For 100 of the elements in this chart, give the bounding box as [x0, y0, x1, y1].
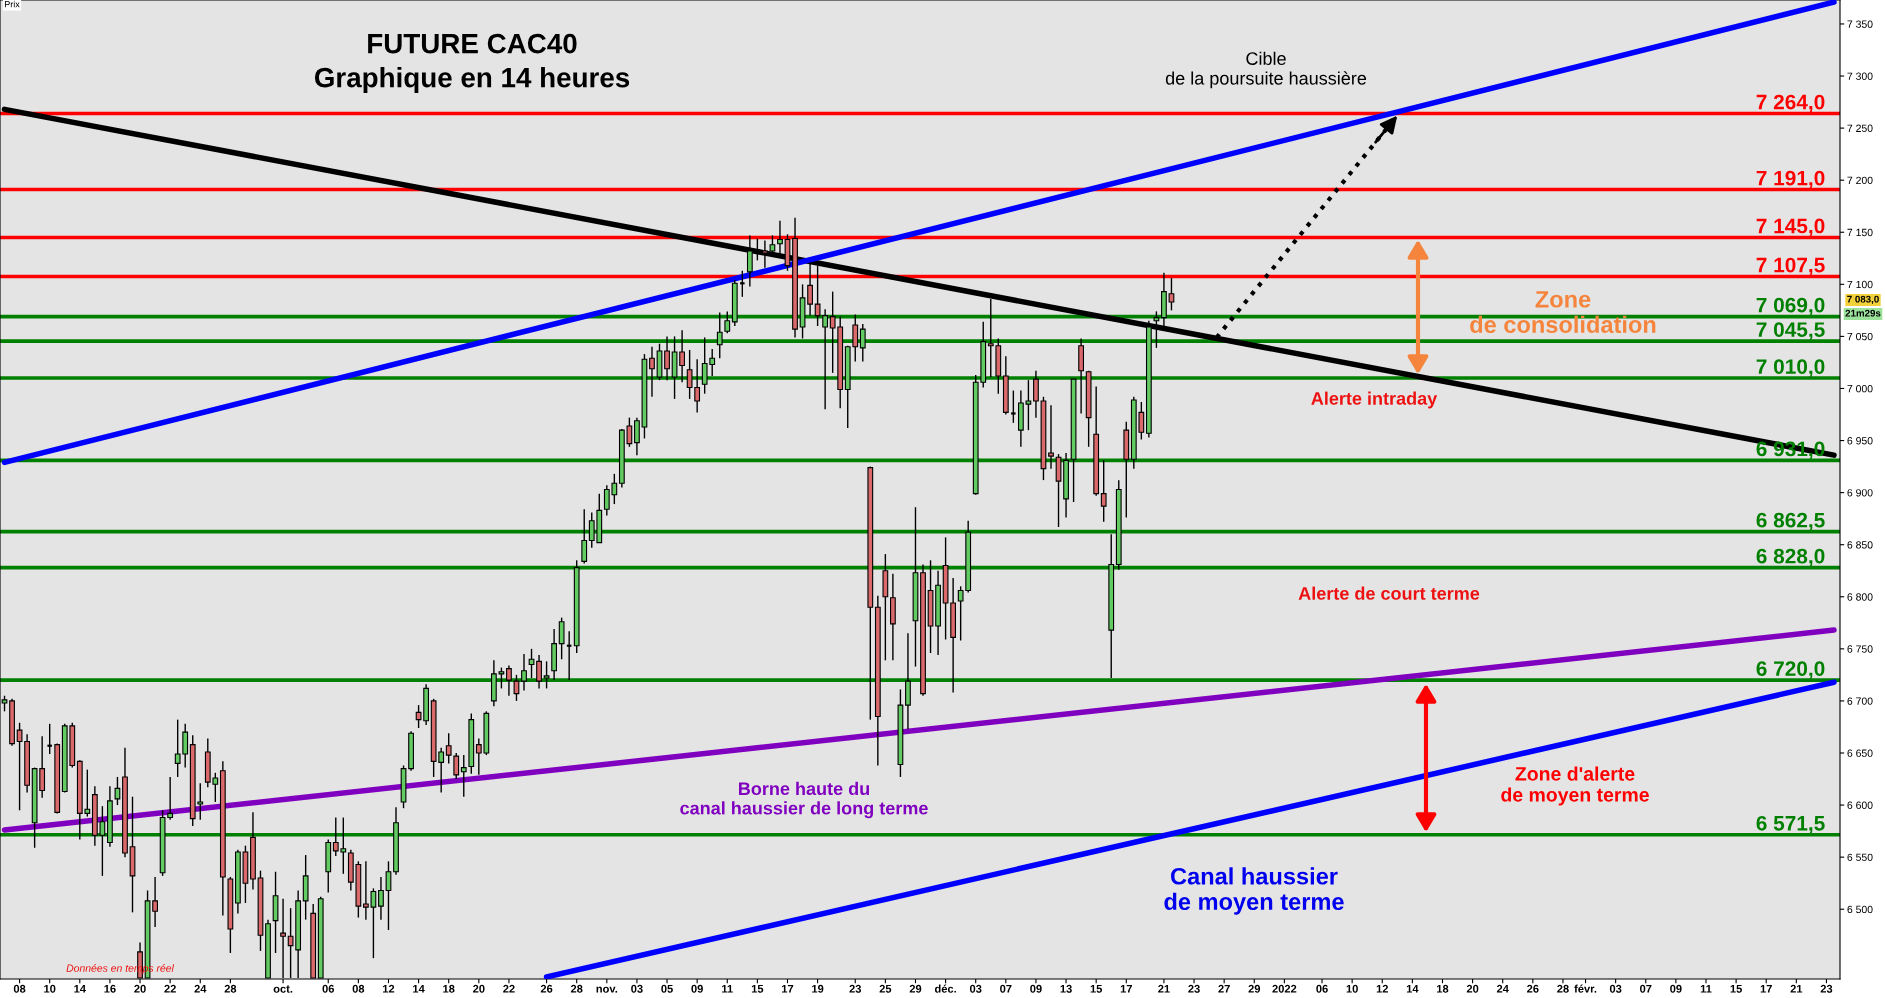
x-tick-label: 28	[224, 984, 237, 993]
candlestick	[114, 776, 121, 806]
y-tick-label: 7 350	[1847, 20, 1873, 28]
ref-line-label: 7 191,0	[1756, 170, 1825, 189]
candlestick	[581, 508, 588, 565]
annotation: Cible de la poursuite haussière	[1165, 51, 1367, 89]
x-tick-label: 09	[691, 984, 703, 993]
candlestick	[1153, 310, 1160, 349]
x-tick-label: 17	[1760, 984, 1772, 993]
candlestick	[460, 754, 467, 798]
candlestick	[724, 310, 731, 334]
ref-line-label: 6 862,5	[1756, 512, 1825, 531]
x-tick-label: 08	[13, 984, 26, 993]
y-tick-label: 6 900	[1847, 489, 1873, 497]
x-tick-label: 28	[570, 984, 583, 993]
x-tick-label: 18	[1437, 984, 1449, 993]
x-tick-label: 20	[134, 984, 146, 993]
candlestick	[716, 311, 723, 359]
text: Graphique en 14 heures	[314, 67, 630, 93]
x-tick-label: 10	[1346, 984, 1358, 993]
ref-line-label: 7 145,0	[1756, 218, 1825, 237]
candlestick	[664, 335, 670, 381]
x-tick-label: 06	[1316, 984, 1328, 993]
ref-line-label: 6 720,0	[1756, 661, 1825, 679]
x-tick-label: nov.	[596, 986, 618, 993]
y-tick-label: 6 600	[1847, 801, 1873, 809]
ref-line-label: 6 571,5	[1756, 815, 1825, 834]
y-tick-label: 6 950	[1847, 437, 1873, 445]
x-tick-label: 26	[1527, 984, 1539, 993]
x-tick-label: 27	[1218, 984, 1230, 993]
y-tick-label: 7 250	[1847, 124, 1873, 132]
x-tick-label: 29	[909, 984, 922, 993]
x-tick-label: 26	[540, 984, 553, 993]
ref-line-label: 7 010,0	[1756, 359, 1825, 377]
y-tick-label: 6 650	[1847, 749, 1873, 757]
annotation: Zone de consolidation	[1470, 291, 1656, 334]
x-tick-label: févr.	[1574, 984, 1597, 993]
ref-line-label: 7 107,5	[1756, 257, 1825, 276]
ref-line-label: 7 069,0	[1756, 297, 1825, 316]
ref-line-label: 7 264,0	[1756, 94, 1825, 113]
annotation: Alerte intraday	[1311, 391, 1438, 409]
y-tick-label: 6 500	[1847, 905, 1873, 914]
x-tick-label: 14	[1406, 984, 1419, 993]
x-tick-label: 03	[969, 984, 982, 993]
x-tick-label: 24	[1496, 984, 1509, 993]
candlestick	[1100, 459, 1107, 523]
x-tick-label: 15	[1730, 984, 1742, 993]
x-tick-label: 14	[413, 984, 425, 993]
x-tick-label: 23	[1188, 984, 1200, 993]
x-tick-label: 20	[473, 984, 485, 993]
x-tick-label: 08	[352, 984, 365, 993]
x-tick-label: 17	[782, 984, 794, 993]
x-tick-label: 09	[1670, 984, 1682, 993]
x-tick-label: 12	[1376, 984, 1388, 993]
x-tick-label: oct.	[273, 985, 293, 993]
x-tick-label: 16	[104, 984, 116, 993]
x-tick-label: 11	[722, 984, 733, 993]
candlestick	[543, 660, 550, 690]
candlestick	[1048, 404, 1054, 470]
x-tick-label: 06	[322, 984, 335, 993]
y-tick-label: 6 750	[1847, 645, 1873, 653]
x-tick-label: 22	[503, 984, 515, 993]
y-tick-label: 7 150	[1847, 228, 1873, 237]
candlestick	[521, 653, 527, 692]
x-tick-label: 15	[1090, 984, 1103, 993]
candlestick	[859, 323, 866, 363]
annotation: Alerte de court terme	[1298, 586, 1480, 600]
x-tick-label: 21	[1790, 984, 1803, 993]
y-tick-label: 6 700	[1847, 697, 1873, 705]
x-tick-label: 28	[1557, 984, 1569, 993]
x-tick-label: 25	[879, 984, 892, 993]
x-tick-label: 18	[443, 984, 455, 993]
y-tick-label: 7 000	[1847, 384, 1873, 393]
candlestick	[905, 632, 911, 730]
x-tick-label: 21	[1158, 984, 1170, 993]
candlestick	[649, 346, 655, 398]
y-tick-label: 6 800	[1847, 593, 1873, 601]
x-tick-label: 10	[44, 984, 56, 993]
text: 7 083,0	[1847, 295, 1879, 305]
y-tick-label: 7 200	[1847, 176, 1873, 185]
ref-line-label: 6 828,0	[1756, 548, 1825, 567]
x-tick-label: 03	[631, 984, 643, 993]
x-tick-label: 23	[849, 984, 862, 993]
annotation: Zone d'alerte de moyen terme	[1501, 766, 1649, 806]
y-tick-label: 6 850	[1847, 541, 1873, 549]
x-tick-label: 12	[383, 984, 395, 993]
ref-line-label: 7 045,5	[1756, 322, 1825, 340]
x-tick-label: 11	[1700, 984, 1712, 993]
x-tick-label: 17	[1120, 984, 1132, 993]
candlestick	[558, 616, 565, 660]
x-tick-label: 14	[74, 984, 86, 993]
x-tick-label: 24	[194, 984, 207, 993]
y-tick-label: 7 100	[1847, 280, 1873, 289]
y-tick-label: 7 050	[1847, 332, 1873, 341]
x-tick-label: 09	[1030, 984, 1042, 993]
x-tick-label: 05	[661, 984, 673, 993]
candlestick	[777, 220, 783, 255]
x-tick-label: 19	[812, 984, 824, 993]
annotation: Borne haute du canal haussier de long terme	[680, 781, 928, 819]
x-tick-label: 15	[751, 984, 764, 993]
